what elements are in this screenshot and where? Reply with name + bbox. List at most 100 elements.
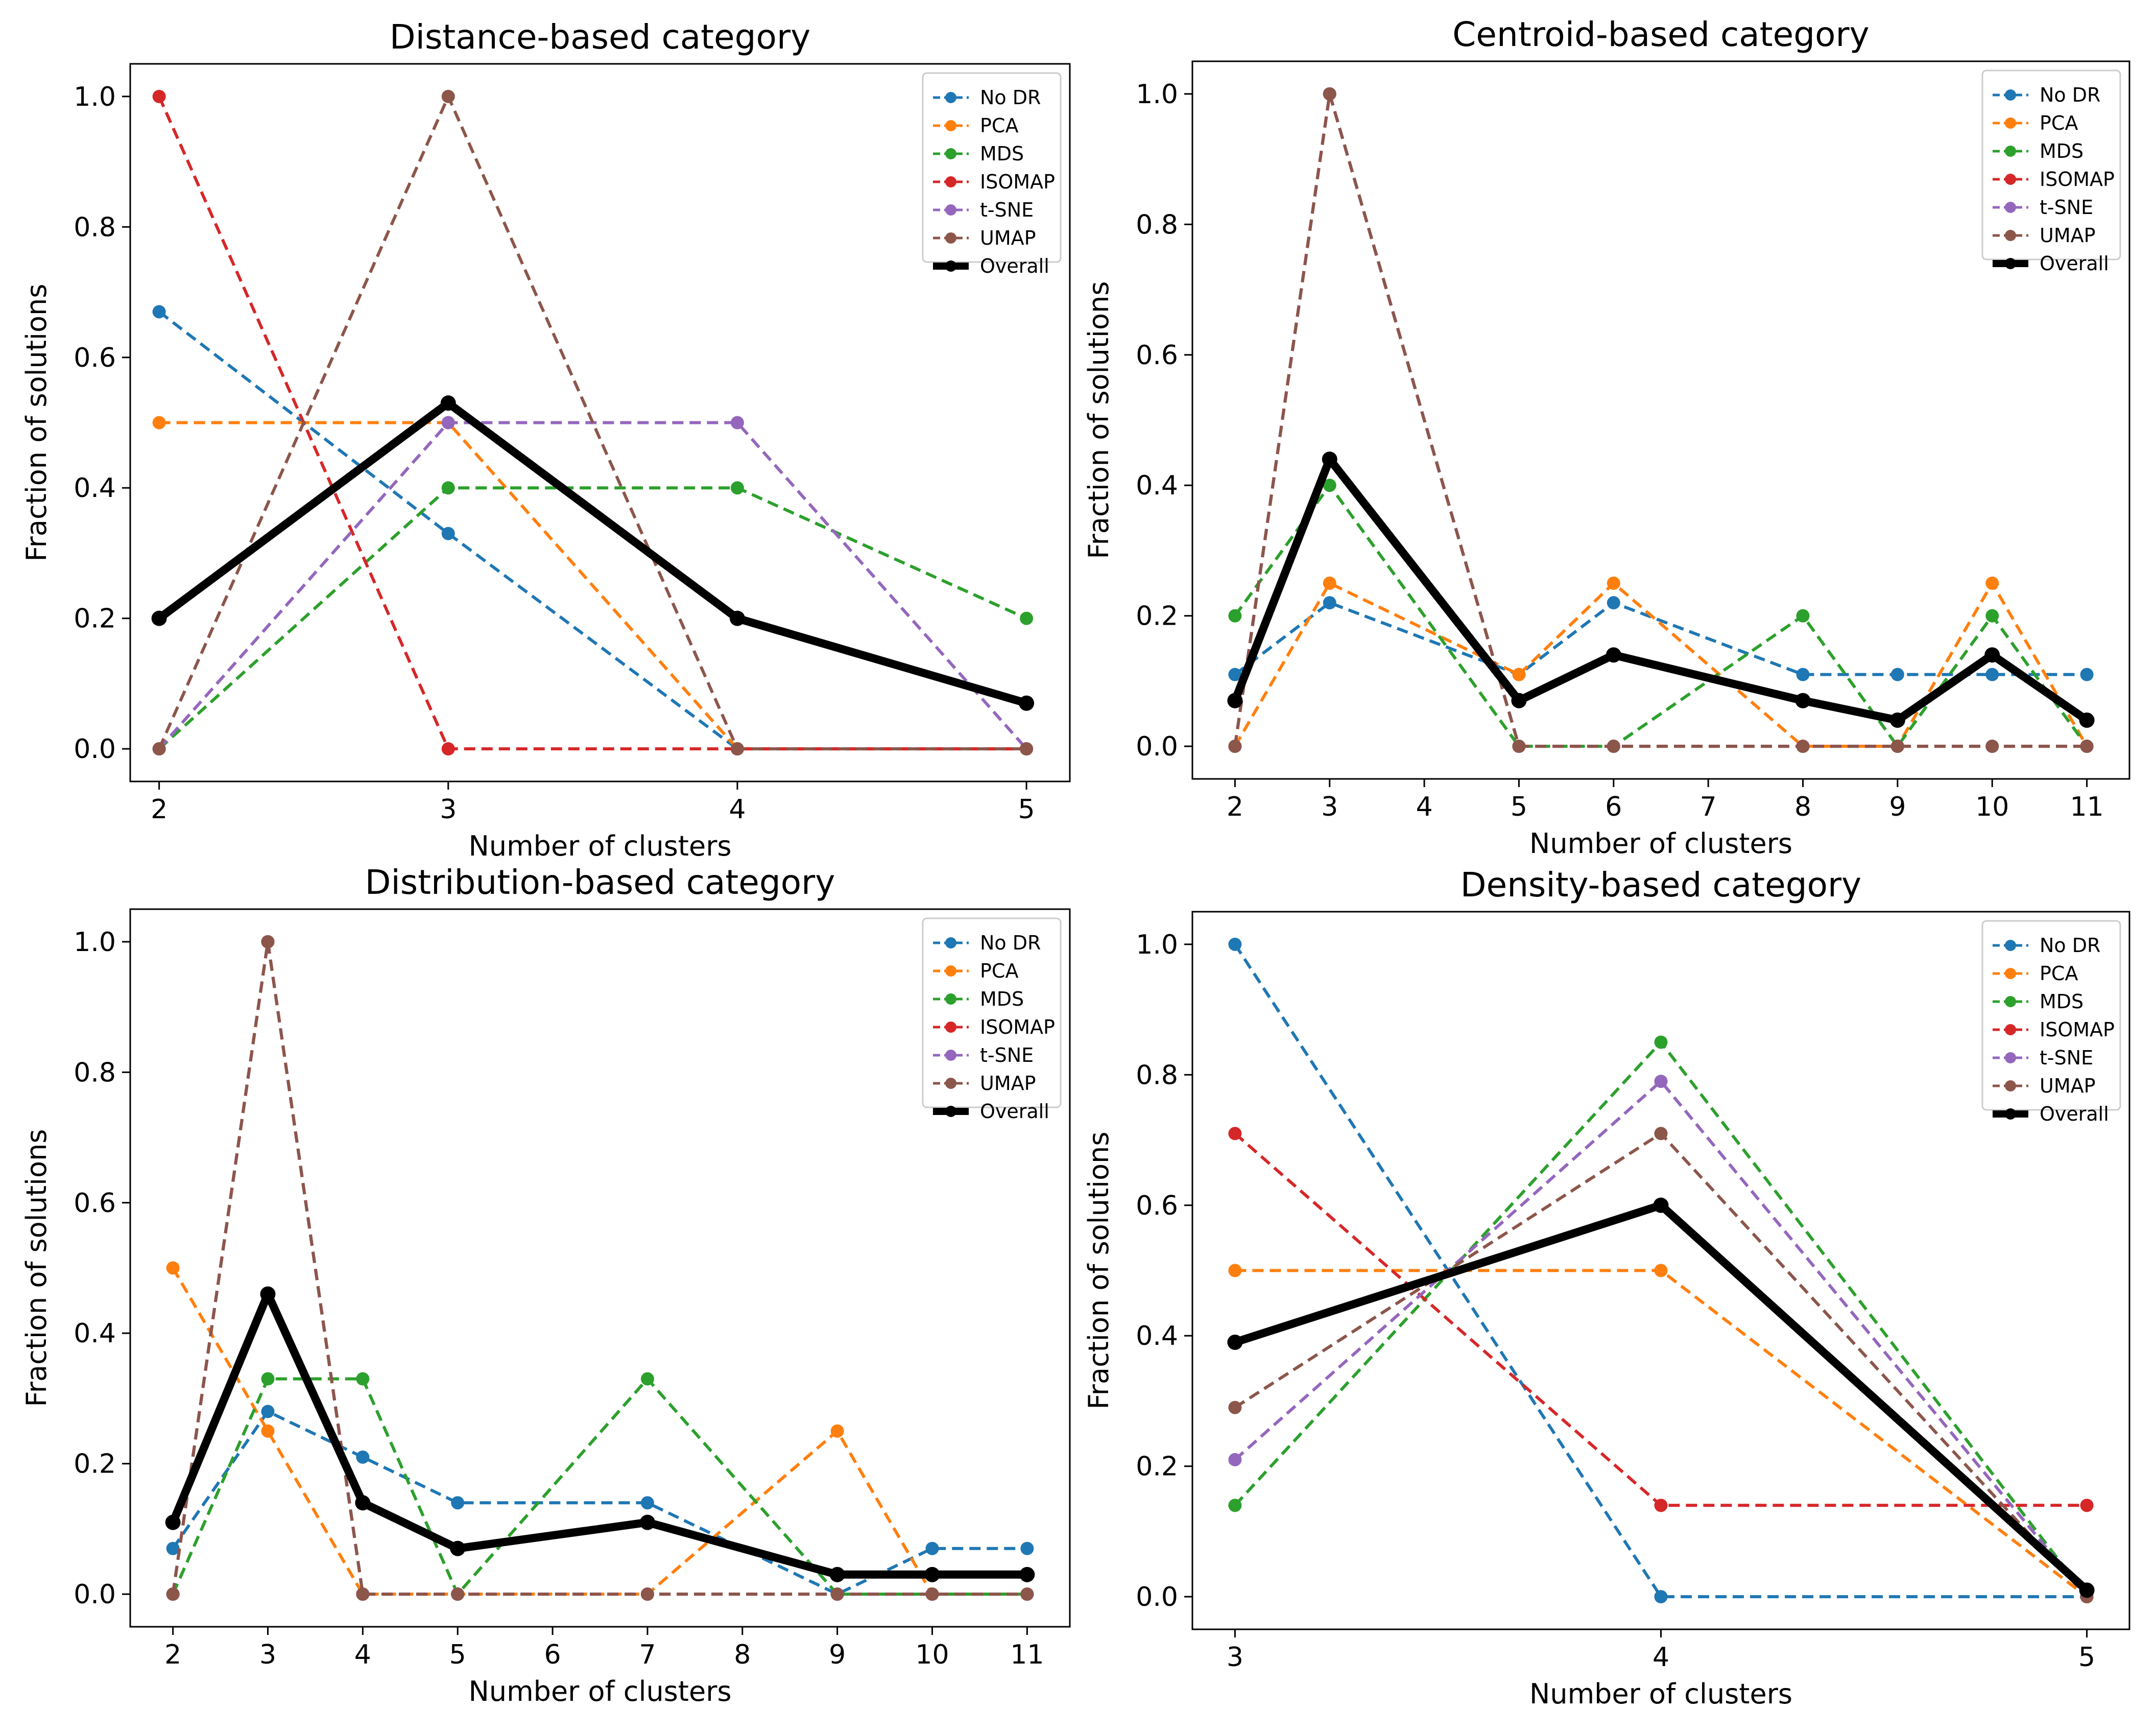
legend-item-isomap: ISOMAP [933,1016,1055,1038]
series-line-overall [156,399,1028,707]
data-point-overall [1019,1566,1035,1582]
legend-label: ISOMAP [2040,1018,2115,1041]
data-point-overall [1795,693,1811,708]
y-tick-label: 0.4 [1136,1321,1178,1351]
panel-distribution-based: Distribution-based category 0.0 0.2 0.4 0.6 0… [20,863,1071,1707]
data-point-umap [261,935,275,948]
data-point-mds [1228,1499,1242,1512]
legend-item-t-sne: t-SNE [933,1044,1034,1066]
x-tick-label: 8 [1794,792,1811,822]
data-point-pca [830,1424,844,1438]
x-tick-label: 5 [2078,1642,2095,1673]
legend-label: No DR [2040,934,2100,957]
data-point-pca [1607,576,1620,590]
legend-label: No DR [980,86,1041,109]
legend-item-umap: UMAP [933,227,1036,249]
plot-frame [129,63,1071,782]
legend-marker [945,204,956,216]
data-point-no-dr [640,1496,654,1510]
legend-marker [2005,117,2016,129]
x-tick-label: 5 [1511,792,1527,822]
data-point-pca [152,416,166,430]
legend-marker [2005,230,2016,241]
legend-marker [2005,258,2016,269]
legend: No DR PCA MDS ISOMAP t-SNE UMAP Overall [1981,920,2121,1125]
panel-density-based: Density-based category 0.0 0.2 0.4 0.6 0.8 1.0… [1083,865,2130,1710]
legend-marker [2005,1052,2016,1063]
data-point-pca [1654,1264,1668,1277]
legend-item-no-dr: No DR [1993,934,2100,957]
panel-title: Distance-based category [390,17,810,57]
data-point-overall [1653,1197,1669,1213]
data-point-no-dr [356,1450,370,1464]
legend-item-no-dr: No DR [1993,84,2100,106]
x-tick-label: 2 [151,794,167,825]
y-tick-label: 0.2 [1136,601,1178,632]
legend-item-isomap: ISOMAP [933,171,1055,193]
series-umap [1228,87,2094,753]
legend-item-pca: PCA [933,960,1018,982]
data-point-overall [1606,647,1621,663]
y-tick-label: 1.0 [1136,79,1178,110]
legend-marker [945,1078,956,1089]
legend-label: UMAP [980,227,1036,249]
legend-item-isomap: ISOMAP [1993,168,2115,191]
x-tick-label: 3 [1321,792,1338,822]
x-tick-label: 10 [915,1640,949,1670]
series-umap [152,89,1034,756]
data-point-isomap [1654,1499,1668,1512]
data-point-pca [261,1424,275,1438]
data-point-umap [451,1587,465,1601]
legend-item-isomap: ISOMAP [1993,1018,2115,1041]
legend-label: No DR [980,932,1041,954]
legend-label: t-SNE [2040,1047,2093,1069]
x-tick-label: 4 [1416,792,1433,822]
y-tick-label: 0.6 [1136,1191,1178,1221]
data-point-mds [356,1372,370,1386]
legend-marker [2005,89,2016,101]
data-point-pca [1985,576,1999,590]
x-tick-label: 3 [440,794,457,825]
series-line-umap [171,940,1027,1596]
x-tick-label: 6 [544,1640,561,1670]
data-point-umap [925,1587,939,1601]
legend-item-overall: Overall [1993,252,2109,275]
legend-marker [2005,940,2016,951]
legend-label: PCA [980,114,1018,137]
y-axis-label: Fraction of solutions [20,1129,53,1407]
y-tick-label: 0.4 [74,1318,116,1349]
data-point-umap [1985,740,1999,753]
legend-marker [945,260,956,272]
data-point-pca [166,1261,180,1275]
legend-item-umap: UMAP [933,1072,1036,1095]
series-line-mds [158,486,1027,750]
y-tick-label: 0.0 [1136,731,1178,762]
data-point-umap [1228,1400,1242,1414]
data-point-mds [1323,479,1336,492]
series-line-mds [1233,484,2089,748]
data-point-overall [639,1514,655,1530]
data-point-umap [1890,740,1904,753]
data-point-overall [260,1286,276,1302]
data-point-pca [1512,668,1526,681]
series-line-umap [157,94,1027,751]
legend-item-overall: Overall [1993,1103,2109,1125]
data-point-umap [1228,740,1242,753]
y-tick-label: 0.4 [74,473,116,504]
legend-item-t-sne: t-SNE [1993,196,2093,219]
data-point-umap [1020,742,1034,756]
data-point-no-dr [261,1405,275,1418]
legend-marker [945,92,956,103]
x-tick-label: 11 [1010,1640,1044,1670]
data-point-umap [1607,740,1620,753]
legend-marker [945,937,956,948]
legend-item-mds: MDS [1993,140,2083,162]
legend-marker [2005,1108,2016,1120]
series-line-umap [1233,92,2087,748]
data-point-mds [640,1372,654,1386]
y-tick-label: 1.0 [1136,930,1178,960]
y-tick-label: 0.2 [74,604,116,634]
data-point-umap [441,89,455,103]
y-tick-label: 0.2 [74,1449,116,1480]
legend-marker [2005,1080,2016,1091]
